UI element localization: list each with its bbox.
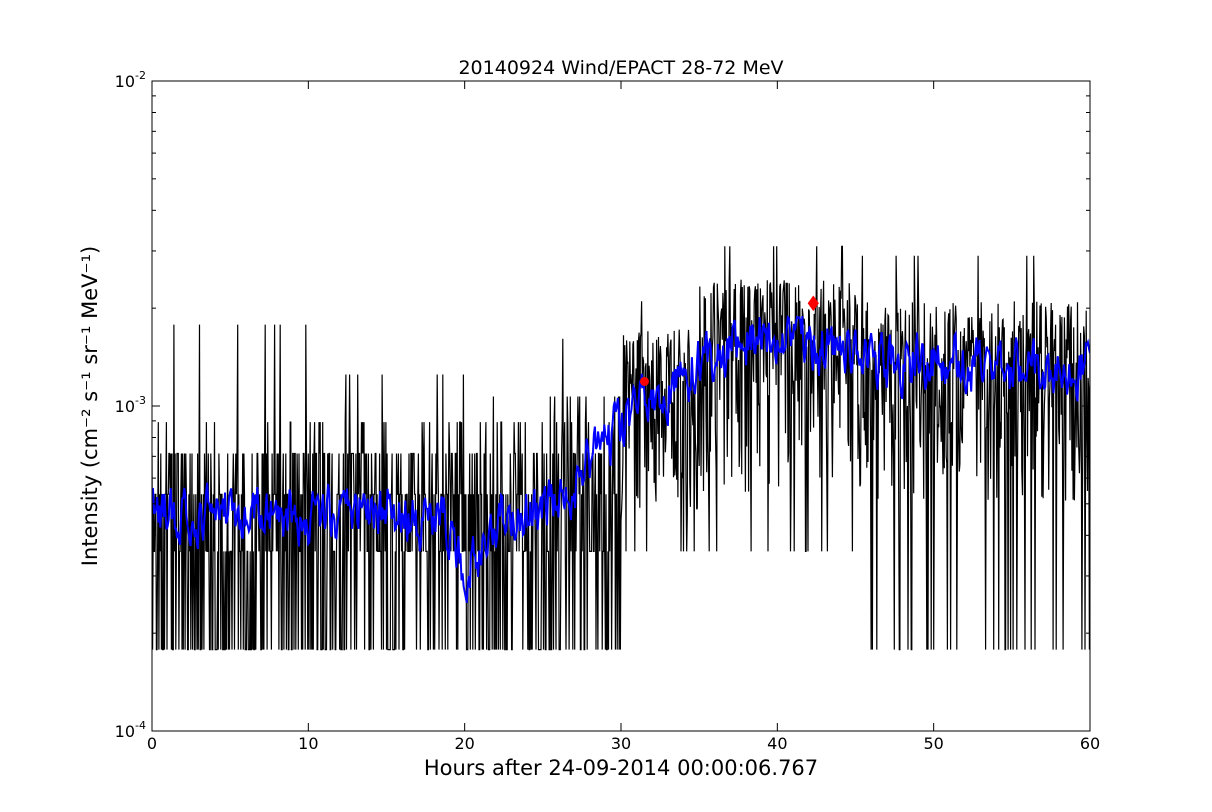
x-tick-label: 30 [611, 734, 631, 753]
series-raw-intensity [152, 245, 1090, 651]
axis-ticks: 0 10 20 30 40 50 60 10-4 10-3 10-2 [115, 69, 1101, 753]
y-tick-label: 10-3 [115, 394, 146, 416]
x-tick-label: 60 [1080, 734, 1100, 753]
marker-point-1 [639, 376, 649, 386]
x-tick-label: 10 [298, 734, 318, 753]
marker-point-2 [807, 295, 819, 312]
y-axis-title: Intensity (cm⁻² s⁻¹ sr⁻¹ MeV⁻¹) [78, 246, 102, 566]
x-tick-label: 40 [767, 734, 787, 753]
x-tick-label: 50 [923, 734, 943, 753]
y-tick-label: 10-4 [115, 719, 146, 741]
series-smoothed-intensity [152, 315, 1090, 603]
plot-area [152, 245, 1090, 651]
y-tick-label: 10-2 [115, 69, 146, 91]
x-tick-label: 0 [147, 734, 157, 753]
x-tick-label: 20 [454, 734, 474, 753]
x-axis-title: Hours after 24-09-2014 00:00:06.767 [424, 756, 818, 780]
chart-title: 20140924 Wind/EPACT 28-72 MeV [458, 57, 783, 79]
